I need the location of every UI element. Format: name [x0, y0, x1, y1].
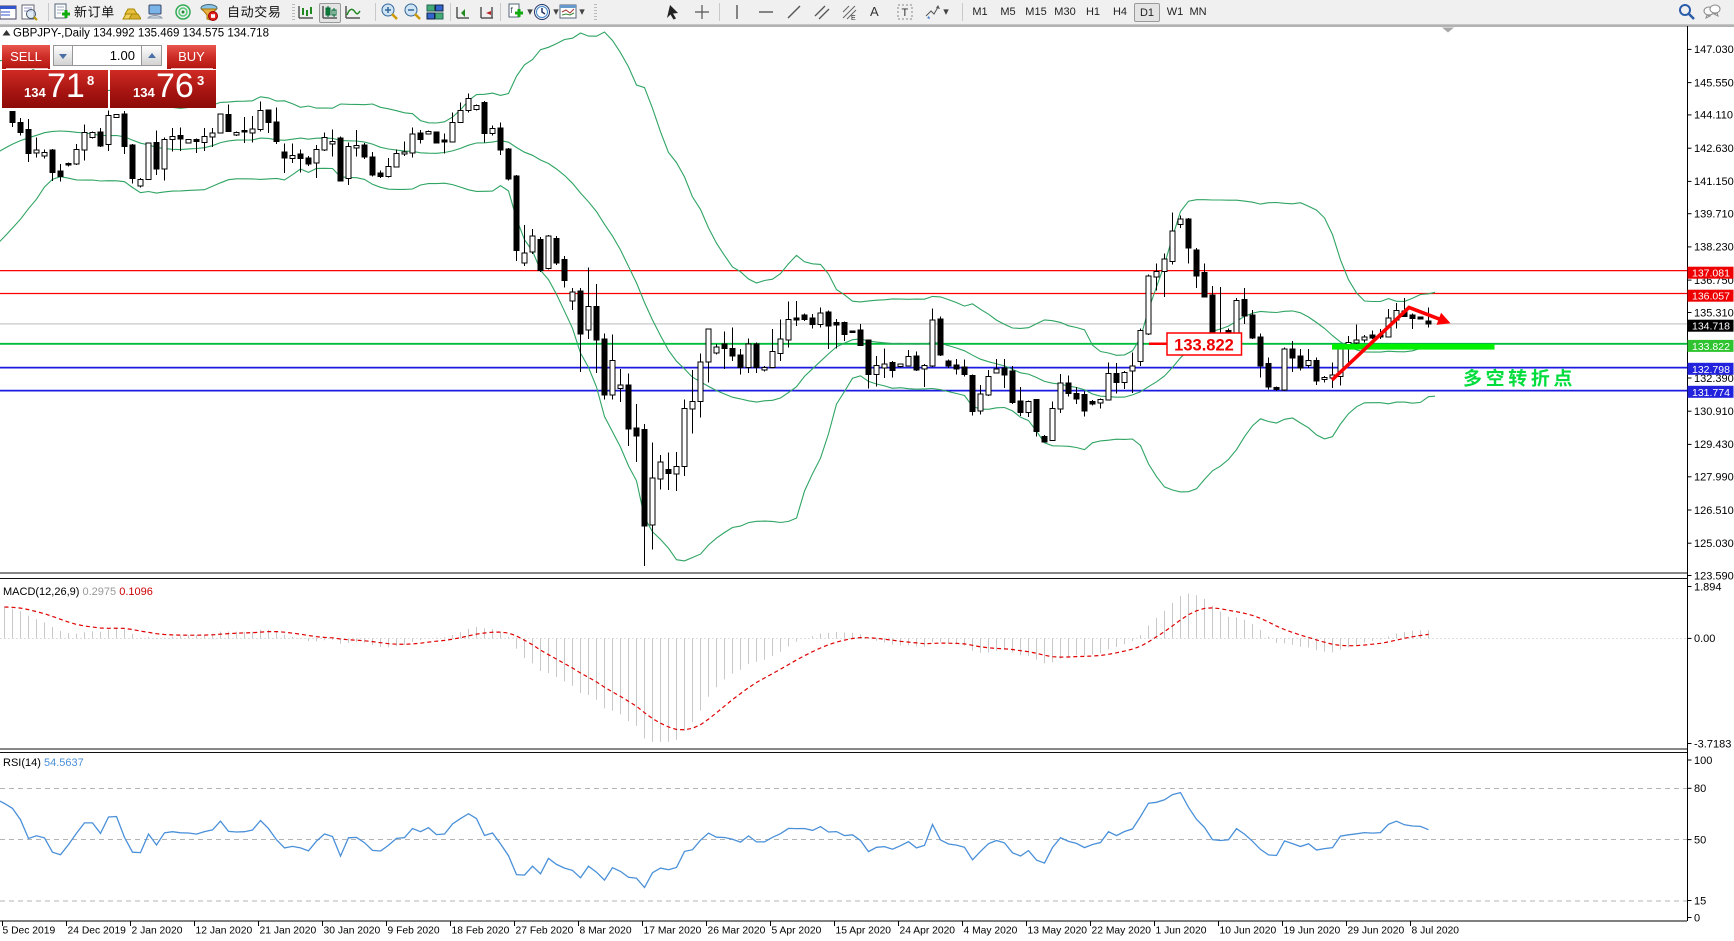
svg-text:22 May 2020: 22 May 2020: [1092, 926, 1152, 937]
svg-text:30 Jan 2020: 30 Jan 2020: [324, 926, 381, 937]
svg-text:145.550: 145.550: [1694, 77, 1734, 89]
svg-text:f: f: [511, 6, 514, 15]
svg-text:0.00: 0.00: [1694, 633, 1715, 645]
svg-text:19 Jun 2020: 19 Jun 2020: [1284, 926, 1341, 937]
svg-text:147.030: 147.030: [1694, 44, 1734, 56]
svg-text:5 Apr 2020: 5 Apr 2020: [772, 926, 822, 937]
svg-text:RSI(14) 54.5637: RSI(14) 54.5637: [3, 757, 84, 769]
svg-text:1 Jun 2020: 1 Jun 2020: [1156, 926, 1207, 937]
svg-text:5 Dec 2019: 5 Dec 2019: [3, 926, 56, 937]
svg-text:131.774: 131.774: [1692, 387, 1730, 399]
svg-text:130.910: 130.910: [1694, 406, 1734, 418]
svg-text:E: E: [851, 15, 856, 22]
svg-text:135.310: 135.310: [1694, 307, 1734, 319]
svg-text:15: 15: [1694, 895, 1706, 907]
svg-text:9 Feb 2020: 9 Feb 2020: [388, 926, 440, 937]
svg-text:21 Jan 2020: 21 Jan 2020: [260, 926, 317, 937]
svg-text:26 Mar 2020: 26 Mar 2020: [708, 926, 766, 937]
svg-text:100: 100: [1694, 755, 1712, 767]
svg-text:136.057: 136.057: [1692, 291, 1730, 303]
svg-text:139.710: 139.710: [1694, 209, 1734, 221]
svg-text:138.230: 138.230: [1694, 242, 1734, 254]
svg-text:133.822: 133.822: [1692, 341, 1730, 353]
svg-text:13 May 2020: 13 May 2020: [1028, 926, 1088, 937]
svg-text:127.990: 127.990: [1694, 472, 1734, 484]
svg-text:144.110: 144.110: [1694, 110, 1733, 122]
svg-text:132.798: 132.798: [1692, 364, 1730, 376]
svg-text:-3.7183: -3.7183: [1694, 738, 1731, 750]
svg-text:15 Apr 2020: 15 Apr 2020: [836, 926, 892, 937]
svg-text:12 Jan 2020: 12 Jan 2020: [196, 926, 253, 937]
svg-text:24 Dec 2019: 24 Dec 2019: [68, 926, 127, 937]
svg-text:T: T: [902, 7, 909, 19]
svg-text:2 Jan 2020: 2 Jan 2020: [132, 926, 183, 937]
svg-text:8 Mar 2020: 8 Mar 2020: [580, 926, 632, 937]
svg-text:4 May 2020: 4 May 2020: [964, 926, 1018, 937]
svg-text:GBPJPY-,Daily 134.992 135.469: GBPJPY-,Daily 134.992 135.469 134.575 13…: [13, 28, 269, 40]
svg-text:17 Mar 2020: 17 Mar 2020: [644, 926, 702, 937]
svg-text:142.630: 142.630: [1694, 143, 1734, 155]
svg-text:1.894: 1.894: [1694, 581, 1722, 593]
svg-text:10 Jun 2020: 10 Jun 2020: [1220, 926, 1277, 937]
svg-text:27 Feb 2020: 27 Feb 2020: [516, 926, 574, 937]
svg-text:24 Apr 2020: 24 Apr 2020: [900, 926, 956, 937]
svg-text:137.081: 137.081: [1692, 268, 1730, 280]
svg-text:132.390: 132.390: [1694, 373, 1734, 385]
svg-text:MACD(12,26,9) 0.2975 0.1096: MACD(12,26,9) 0.2975 0.1096: [3, 586, 153, 598]
svg-text:123.590: 123.590: [1694, 570, 1734, 582]
svg-text:125.030: 125.030: [1694, 538, 1734, 550]
svg-text:141.150: 141.150: [1694, 176, 1734, 188]
svg-text:80: 80: [1694, 783, 1706, 795]
svg-text:18 Feb 2020: 18 Feb 2020: [452, 926, 510, 937]
svg-text:126.510: 126.510: [1694, 505, 1734, 517]
svg-text:134.718: 134.718: [1692, 321, 1730, 333]
svg-text:129.430: 129.430: [1694, 439, 1734, 451]
svg-text:8 Jul 2020: 8 Jul 2020: [1412, 926, 1460, 937]
svg-text:133.822: 133.822: [1174, 337, 1234, 355]
svg-text:50: 50: [1694, 834, 1706, 846]
svg-text:0: 0: [1694, 912, 1700, 924]
svg-text:29 Jun 2020: 29 Jun 2020: [1348, 926, 1405, 937]
